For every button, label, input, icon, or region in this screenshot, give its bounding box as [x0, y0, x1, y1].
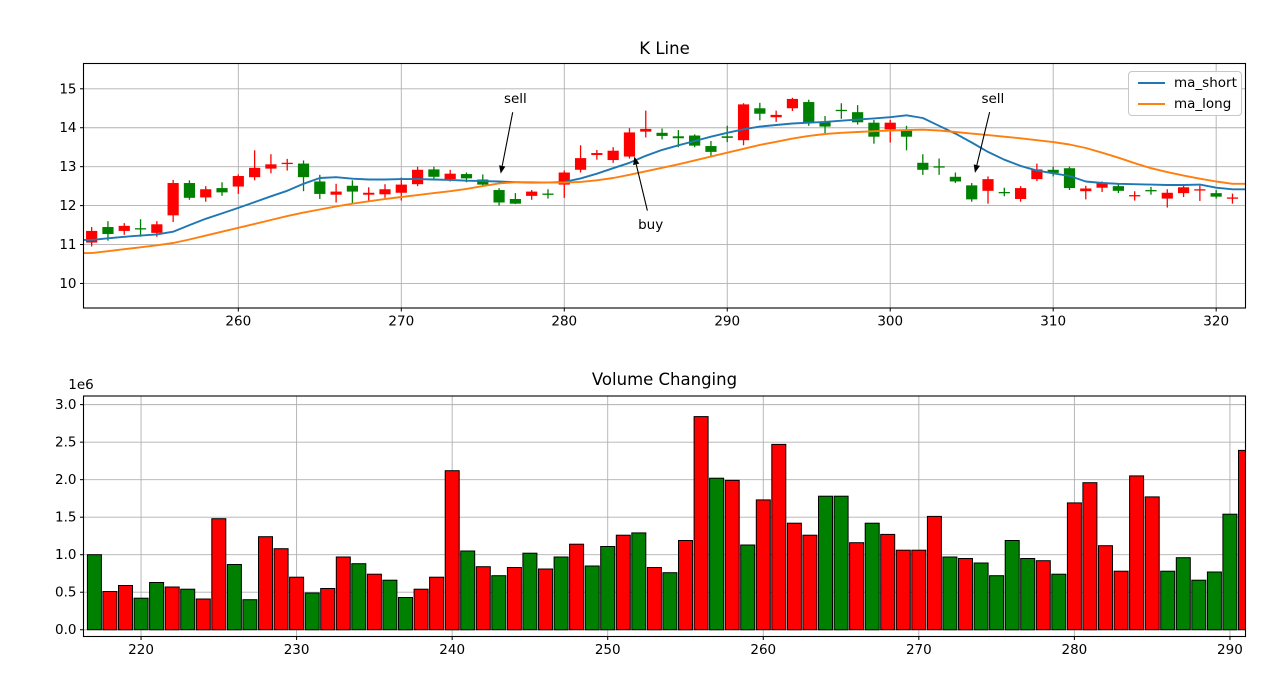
svg-text:buy: buy: [638, 217, 663, 233]
svg-text:12: 12: [59, 198, 76, 214]
svg-text:240: 240: [439, 642, 465, 658]
svg-text:310: 310: [1040, 314, 1066, 330]
svg-text:sell: sell: [504, 91, 527, 107]
svg-text:10: 10: [59, 276, 76, 292]
svg-text:0.0: 0.0: [55, 622, 76, 638]
svg-text:2.5: 2.5: [55, 435, 76, 451]
svg-text:3.0: 3.0: [55, 397, 76, 413]
svg-text:1.5: 1.5: [55, 510, 76, 526]
svg-text:270: 270: [906, 642, 932, 658]
kline-title: K Line: [639, 39, 690, 58]
svg-text:290: 290: [1217, 642, 1243, 658]
svg-text:280: 280: [551, 314, 577, 330]
volume-offset-text: 1e6: [68, 377, 93, 393]
kline-ma_long-line: [83, 128, 1246, 255]
volume-bars: [86, 416, 1246, 631]
volume-title: Volume Changing: [591, 370, 738, 389]
svg-text:14: 14: [59, 120, 76, 136]
kline-annotations: sell buy sell: [499, 91, 1004, 233]
svg-text:260: 260: [225, 314, 251, 330]
svg-text:1e6: 1e6: [68, 377, 93, 393]
svg-text:230: 230: [284, 642, 310, 658]
legend-item-ma-long: ma_long: [1129, 94, 1241, 114]
svg-text:1.0: 1.0: [55, 547, 76, 563]
svg-text:11: 11: [59, 237, 76, 253]
ma-long-label: ma_long: [1174, 96, 1232, 112]
svg-text:280: 280: [1061, 642, 1087, 658]
svg-text:270: 270: [388, 314, 414, 330]
volume-axes-frame: 220 230 240 250 260 270 280 290 0.0 0.5 1.0 1.5 2.0 2…: [55, 395, 1247, 658]
kline-legend: ma_short ma_long: [1128, 71, 1242, 116]
kline-grid: [83, 63, 1246, 308]
svg-text:2.0: 2.0: [55, 472, 76, 488]
svg-text:250: 250: [595, 642, 621, 658]
svg-text:15: 15: [59, 81, 76, 97]
ma-long-line-sample: [1138, 103, 1165, 105]
legend-item-ma-short: ma_short: [1129, 73, 1241, 93]
ma-short-line-sample: [1138, 82, 1165, 84]
kline-axes-frame: 260 270 280 290 300 310 320 10 11 12 13 14 15: [59, 62, 1247, 330]
svg-text:13: 13: [59, 159, 76, 175]
svg-text:300: 300: [877, 314, 903, 330]
kline-candles: [86, 97, 1239, 247]
ma-short-label: ma_short: [1174, 75, 1237, 91]
svg-text:sell: sell: [981, 91, 1004, 107]
svg-text:260: 260: [750, 642, 776, 658]
svg-text:290: 290: [714, 314, 740, 330]
svg-text:320: 320: [1203, 314, 1229, 330]
kline-ma_short-line: [83, 114, 1246, 241]
svg-text:220: 220: [128, 642, 154, 658]
svg-text:0.5: 0.5: [55, 585, 76, 601]
